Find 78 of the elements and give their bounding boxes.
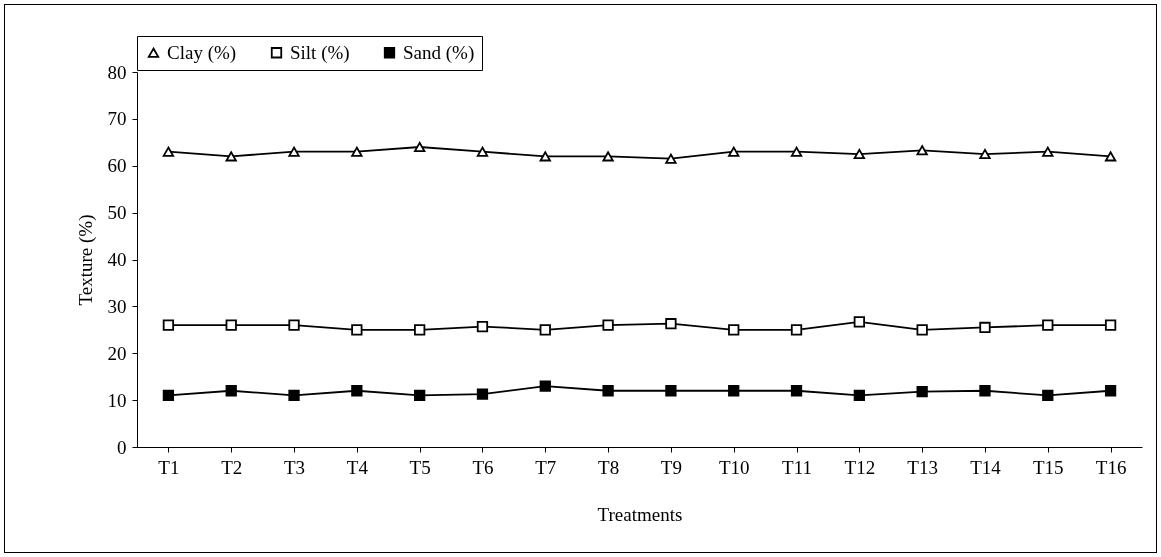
point: [665, 153, 677, 164]
legend-label: Sand (%): [403, 41, 475, 64]
point: [728, 324, 740, 336]
point: [225, 319, 237, 331]
y-axis-title: Texture (%): [74, 214, 97, 306]
point: [162, 146, 175, 157]
point: [790, 146, 803, 157]
x-tick-label: T3: [283, 456, 306, 478]
point: [414, 389, 426, 402]
point: [665, 318, 677, 330]
point: [476, 388, 489, 400]
point: [162, 389, 175, 402]
x-tick-label: T4: [346, 456, 369, 478]
legend-label: Clay (%): [167, 41, 237, 64]
point: [476, 320, 489, 333]
x-tick-label: T11: [782, 456, 812, 478]
point: [1104, 151, 1117, 162]
y-tick-label: 80: [107, 61, 127, 83]
point: [288, 146, 300, 157]
point: [539, 380, 551, 392]
point: [853, 149, 865, 160]
point: [476, 146, 489, 157]
y-tick-label: 10: [107, 389, 127, 411]
y-tick-label: 30: [107, 295, 127, 317]
point: [1042, 146, 1054, 157]
point: [916, 324, 928, 336]
x-tick-label: T12: [844, 456, 876, 478]
point: [853, 316, 865, 328]
point: [602, 385, 614, 397]
x-tick-label: T16: [1095, 456, 1127, 478]
point: [1104, 385, 1117, 397]
point: [1104, 319, 1117, 331]
point: [665, 385, 677, 397]
point: [414, 141, 426, 153]
point: [351, 146, 363, 157]
x-tick-label: T13: [907, 456, 938, 478]
point: [162, 319, 175, 331]
point: [728, 385, 740, 397]
point: [979, 321, 991, 334]
x-tick-label: T8: [598, 456, 620, 478]
x-tick-label: T5: [409, 456, 431, 478]
point: [790, 385, 803, 397]
point: [539, 324, 551, 336]
y-tick-label: 40: [107, 249, 127, 270]
point: [539, 151, 551, 162]
point: [225, 385, 237, 397]
point: [1042, 389, 1054, 402]
x-tick-label: T6: [472, 456, 494, 478]
point: [351, 385, 363, 397]
point: [1042, 319, 1054, 331]
point: [351, 324, 363, 336]
y-tick-label: 50: [107, 202, 127, 224]
x-tick-label: T14: [970, 456, 1002, 478]
y-tick-label: 60: [107, 155, 127, 177]
point: [602, 319, 614, 331]
x-tick-label: T1: [158, 456, 180, 478]
point: [979, 385, 991, 397]
point: [288, 319, 300, 331]
x-axis-title: Treatments: [597, 503, 683, 525]
point: [225, 151, 237, 162]
point: [288, 389, 300, 402]
y-tick-label: 0: [117, 436, 127, 458]
x-tick-label: T7: [535, 456, 557, 478]
x-tick-label: T10: [718, 456, 750, 478]
x-tick-label: T15: [1032, 456, 1064, 478]
point: [728, 146, 740, 157]
y-tick-label: 20: [107, 342, 127, 364]
legend-label: Silt (%): [290, 41, 350, 64]
point: [979, 149, 991, 160]
point: [414, 324, 426, 336]
point: [602, 151, 614, 162]
x-tick-label: T2: [221, 456, 243, 478]
point: [916, 386, 928, 398]
point: [916, 145, 928, 156]
point: [853, 389, 865, 402]
point: [790, 324, 803, 336]
y-tick-label: 70: [107, 108, 127, 130]
x-tick-label: T9: [660, 456, 682, 478]
